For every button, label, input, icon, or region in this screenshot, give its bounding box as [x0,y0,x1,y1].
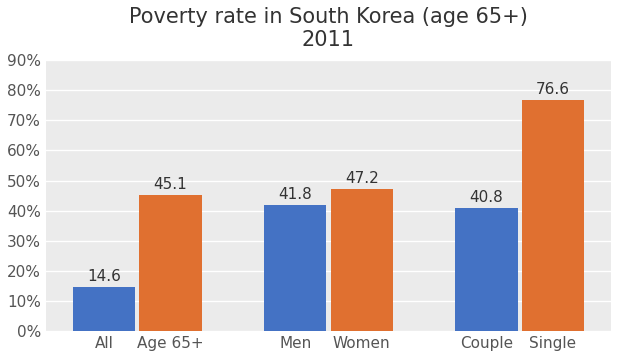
Title: Poverty rate in South Korea (age 65+)
2011: Poverty rate in South Korea (age 65+) 20… [129,7,528,50]
Bar [264,205,326,331]
Text: 47.2: 47.2 [345,171,379,186]
Text: 45.1: 45.1 [154,177,187,192]
Text: 14.6: 14.6 [87,269,121,284]
Bar [73,287,135,331]
Text: 41.8: 41.8 [278,187,312,202]
Bar [139,195,201,331]
Bar [331,189,393,331]
Bar [522,100,584,331]
Text: 76.6: 76.6 [536,82,570,97]
Bar [455,208,517,331]
Text: 40.8: 40.8 [470,190,503,205]
